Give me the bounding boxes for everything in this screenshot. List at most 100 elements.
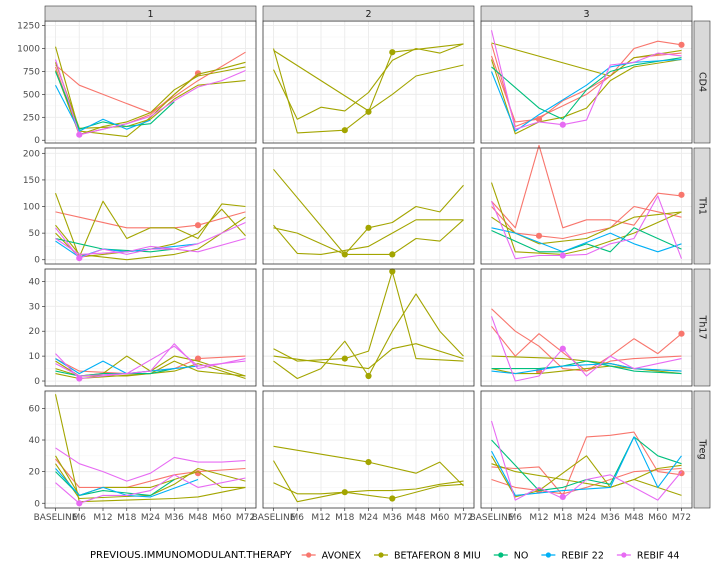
- series-line-Treg-1-rebif-22: [55, 468, 199, 498]
- data-point: [341, 251, 348, 258]
- panel-CD4-3: [480, 20, 693, 144]
- x-tick-label: M18: [335, 513, 354, 523]
- series-line-Th17-1-no: [55, 368, 175, 377]
- series-line-Treg-1-rebif-44: [55, 474, 246, 504]
- series-layer: [272, 43, 464, 134]
- data-point: [559, 252, 566, 259]
- series-line-Treg-3-rebif-22: [491, 436, 682, 496]
- series-line-CD4-1-avonex: [55, 51, 246, 114]
- x-tick-label: M48: [406, 513, 425, 523]
- panel-Th17-1: [44, 268, 257, 387]
- series-line-CD4-3-betaferon-8-miu: [490, 58, 682, 135]
- panel-Treg-3: [480, 390, 693, 509]
- legend-item-betaferon-8-miu: BETAFERON 8 MIU: [374, 551, 481, 562]
- series-line-Th1-1-rebif-44: [55, 221, 246, 259]
- row-strip-label-Th1: Th1: [697, 196, 708, 215]
- x-tick-label: M6: [291, 513, 305, 523]
- x-tick-label: M48: [188, 513, 207, 523]
- series-line-Th1-3-avonex: [491, 144, 682, 229]
- x-tick-label: M60: [212, 513, 231, 523]
- series-line-Treg-1-no: [55, 471, 175, 496]
- series-line-Th1-3-rebif-44: [490, 195, 683, 260]
- column-strip-2: [262, 5, 475, 22]
- y-tick-label: 40: [29, 277, 41, 287]
- series-line-Th17-1-rebif-44: [55, 345, 246, 377]
- x-tick-label: M24: [141, 513, 160, 523]
- x-tick-label: M36: [601, 513, 620, 523]
- x-tick-label: BASELINE: [34, 513, 78, 523]
- y-tick-label: 100: [23, 203, 40, 213]
- x-tick-label: M18: [553, 513, 572, 523]
- x-tick-label: M24: [359, 513, 378, 523]
- y-tick-label: 0: [34, 136, 40, 146]
- series-layer: [273, 168, 464, 258]
- legend-label: BETAFERON 8 MIU: [394, 551, 481, 562]
- data-point: [341, 355, 348, 362]
- data-point: [341, 127, 348, 134]
- panel-CD4-1: [44, 20, 257, 144]
- legend-label: NO: [514, 551, 529, 562]
- data-point: [389, 495, 396, 502]
- panels-layer: [44, 20, 693, 509]
- y-tick-label: 1000: [17, 45, 40, 55]
- x-tick-label: M72: [672, 513, 691, 523]
- series-line-Treg-2-betaferon-8-miu: [273, 445, 464, 487]
- series-line-Treg-1-betaferon-8-miu: [55, 463, 246, 500]
- data-point: [76, 375, 83, 382]
- series-layer: [490, 420, 685, 501]
- column-strip-label-1: 1: [147, 9, 153, 20]
- row-strip-Th17: [693, 268, 711, 387]
- data-point: [194, 355, 202, 362]
- x-tick-label: M12: [311, 513, 330, 523]
- legend-item-no: NO: [493, 551, 529, 562]
- data-point: [678, 41, 685, 48]
- axes-layer: 0 250 500 750 1000 1250 0 50 100 150 200 0 10 20 30 40 0…: [17, 22, 691, 523]
- legend-key-point: [378, 552, 384, 558]
- x-tick-label: M12: [529, 513, 548, 523]
- x-tick-label: M12: [93, 513, 112, 523]
- panel-border: [480, 268, 693, 387]
- data-point: [76, 500, 83, 507]
- series-line-Th1-1-betaferon-8-miu: [55, 216, 246, 261]
- x-tick-label: M72: [454, 513, 473, 523]
- panel-Th1-2: [262, 147, 475, 265]
- x-tick-label: M6: [509, 513, 523, 523]
- legend-key-point: [498, 552, 504, 558]
- series-line-Th17-3-rebif-44: [490, 316, 682, 382]
- series-line-Th1-3-avonex: [491, 205, 682, 240]
- y-tick-label: 0: [34, 256, 40, 266]
- series-layer: [54, 46, 246, 138]
- legend-key-point: [306, 552, 312, 558]
- row-strip-label-Th17: Th17: [697, 315, 708, 340]
- series-line-Treg-2-betaferon-8-miu: [273, 480, 464, 495]
- series-layer: [490, 308, 685, 382]
- series-line-CD4-3-rebif-44: [490, 30, 682, 130]
- series-layer: [490, 30, 685, 135]
- data-point: [678, 330, 685, 337]
- legend: PREVIOUS.IMMUNOMODULANT.THERAPY AVONEX BE…: [90, 550, 679, 562]
- legend-item-rebif-22: REBIF 22: [541, 551, 604, 562]
- series-layer: [490, 144, 685, 260]
- panel-border: [44, 268, 257, 387]
- series-line-Treg-2-betaferon-8-miu: [273, 460, 464, 503]
- data-point: [559, 345, 566, 352]
- row-strip-Th1: [693, 147, 711, 265]
- series-line-Th17-3-avonex: [491, 325, 682, 372]
- data-point: [76, 131, 83, 138]
- series-line-Th17-2-betaferon-8-miu: [273, 270, 464, 362]
- series-line-Th1-1-rebif-22: [55, 240, 199, 258]
- y-tick-label: 1250: [17, 22, 40, 32]
- panel-CD4-2: [262, 20, 475, 144]
- data-point: [194, 222, 202, 229]
- series-line-CD4-1-betaferon-8-miu: [54, 66, 246, 136]
- y-tick-label: 20: [29, 468, 41, 478]
- series-line-Treg-1-betaferon-8-miu: [54, 394, 246, 503]
- column-strip-label-2: 2: [365, 9, 371, 20]
- x-tick-label: M36: [383, 513, 402, 523]
- series-line-Th1-3-no: [491, 227, 682, 253]
- panel-Th1-3: [480, 144, 693, 265]
- x-tick-label: BASELINE: [252, 513, 296, 523]
- series-line-Th1-3-rebif-22: [491, 227, 682, 253]
- legend-title: PREVIOUS.IMMUNOMODULANT.THERAPY: [90, 550, 293, 561]
